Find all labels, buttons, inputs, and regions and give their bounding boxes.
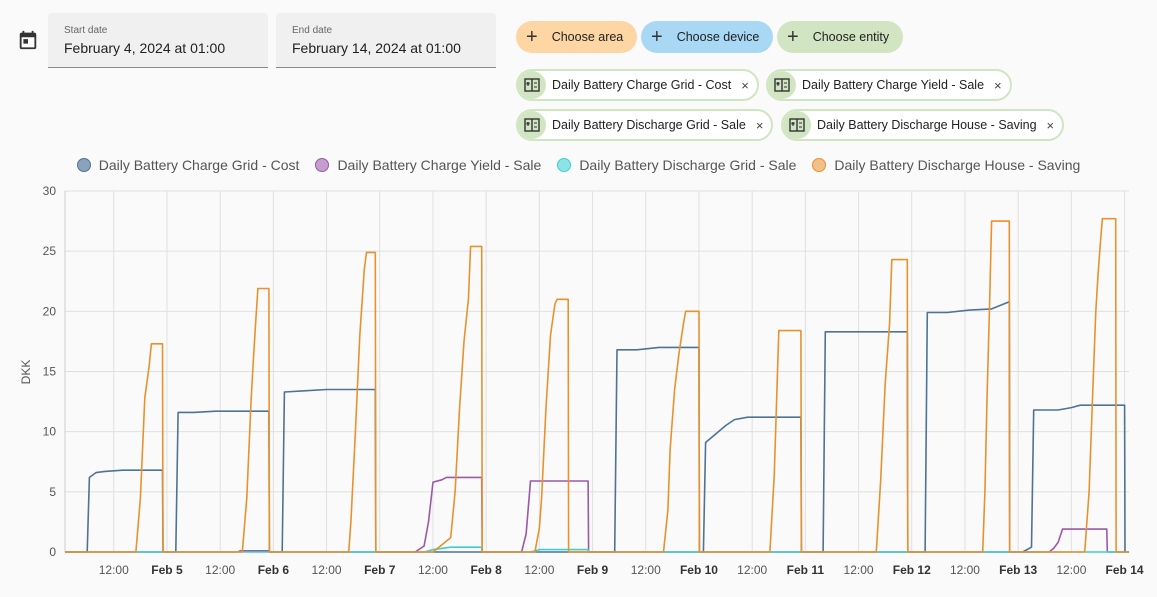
start-date-value[interactable]: February 4, 2024 at 01:00 [64,40,226,56]
choose-entity-label: Choose entity [812,30,890,44]
chart-legend: Daily Battery Charge Grid - Cost Daily B… [0,157,1157,173]
x-tick-label: 12:00 [312,563,342,577]
chart-series [65,217,1129,553]
end-date-label: End date [292,25,333,36]
y-axis-title: DKK [19,360,33,385]
choose-area-label: Choose area [551,30,624,44]
x-tick-label: Feb 10 [680,563,718,577]
x-tick-label: 12:00 [205,563,235,577]
legend-label: Daily Battery Charge Yield - Sale [337,157,542,173]
plus-icon: + [651,26,663,48]
series-line [65,217,1129,553]
x-tick-label: Feb 6 [258,563,290,577]
end-date-value[interactable]: February 14, 2024 at 01:00 [292,40,461,56]
legend-label: Daily Battery Discharge House - Saving [834,157,1081,173]
choose-area-button[interactable]: + Choose area [516,21,638,53]
legend-item[interactable]: Daily Battery Discharge Grid - Sale [557,157,796,173]
entity-chip[interactable]: Daily Battery Charge Grid - Cost × [516,69,759,101]
close-icon[interactable]: × [994,77,1002,93]
y-tick-label: 5 [49,485,56,499]
counter-icon [783,111,811,139]
entity-chip[interactable]: Daily Battery Discharge Grid - Sale × [516,109,774,141]
calendar-icon[interactable] [17,29,39,51]
x-tick-label: 12:00 [737,563,767,577]
y-tick-label: 30 [43,184,57,198]
x-tick-label: 12:00 [1056,563,1086,577]
entity-chip-label: Daily Battery Charge Grid - Cost [552,78,732,92]
legend-label: Daily Battery Discharge Grid - Sale [579,157,797,173]
x-tick-label: 12:00 [418,563,448,577]
end-date-field[interactable]: End date February 14, 2024 at 01:00 [276,13,496,68]
counter-icon [518,71,546,99]
entity-chip[interactable]: Daily Battery Discharge House - Saving × [781,109,1065,141]
choose-entity-button[interactable]: + Choose entity [777,21,904,53]
start-date-label: Start date [64,25,108,36]
start-date-field[interactable]: Start date February 4, 2024 at 01:00 [48,13,268,68]
series-line [65,476,1129,553]
entity-chip-label: Daily Battery Charge Yield - Sale [802,78,985,92]
x-tick-label: Feb 9 [577,563,609,577]
x-tick-label: Feb 13 [999,563,1037,577]
close-icon[interactable]: × [741,77,749,93]
legend-item[interactable]: Daily Battery Charge Grid - Cost [76,157,300,173]
y-tick-label: 20 [43,304,57,318]
x-tick-label: Feb 7 [364,563,396,577]
close-icon[interactable]: × [1046,117,1055,133]
plus-icon: + [787,26,799,48]
entity-chip-label: Daily Battery Discharge Grid - Sale [552,118,746,132]
x-tick-label: Feb 5 [151,563,183,577]
y-tick-label: 0 [49,545,56,559]
legend-swatch [315,158,330,172]
counter-icon [768,71,796,99]
entity-chip-label: Daily Battery Discharge House - Saving [817,118,1037,132]
x-tick-label: 12:00 [950,563,980,577]
legend-label: Daily Battery Charge Grid - Cost [98,157,300,173]
x-tick-label: 12:00 [844,563,874,577]
x-tick-label: Feb 14 [1106,563,1144,577]
close-icon[interactable]: × [755,117,764,133]
y-tick-label: 10 [43,425,57,439]
counter-icon [518,111,546,139]
legend-swatch [812,158,827,172]
x-tick-label: 12:00 [631,563,661,577]
series-line [65,300,1129,553]
chart-axis-labels: 0 5 10 15 20 25 30 12:00 Feb 5 12:00 Feb 6 12:00 Feb… [19,184,1144,577]
legend-item[interactable]: Daily Battery Discharge House - Saving [812,157,1080,173]
y-tick-label: 25 [43,244,57,258]
y-tick-label: 15 [43,365,57,379]
chart-grid [64,190,1129,553]
x-tick-label: Feb 8 [470,563,502,577]
x-tick-label: Feb 12 [893,563,931,577]
legend-swatch [557,158,572,172]
legend-item[interactable]: Daily Battery Charge Yield - Sale [315,157,541,173]
x-tick-label: 12:00 [524,563,554,577]
choose-device-button[interactable]: + Choose device [641,21,774,53]
choose-device-label: Choose device [676,30,760,44]
entity-chip[interactable]: Daily Battery Charge Yield - Sale × [766,69,1012,101]
legend-swatch [76,158,91,172]
x-tick-label: 12:00 [99,563,129,577]
plus-icon: + [526,26,538,48]
x-tick-label: Feb 11 [787,563,825,577]
